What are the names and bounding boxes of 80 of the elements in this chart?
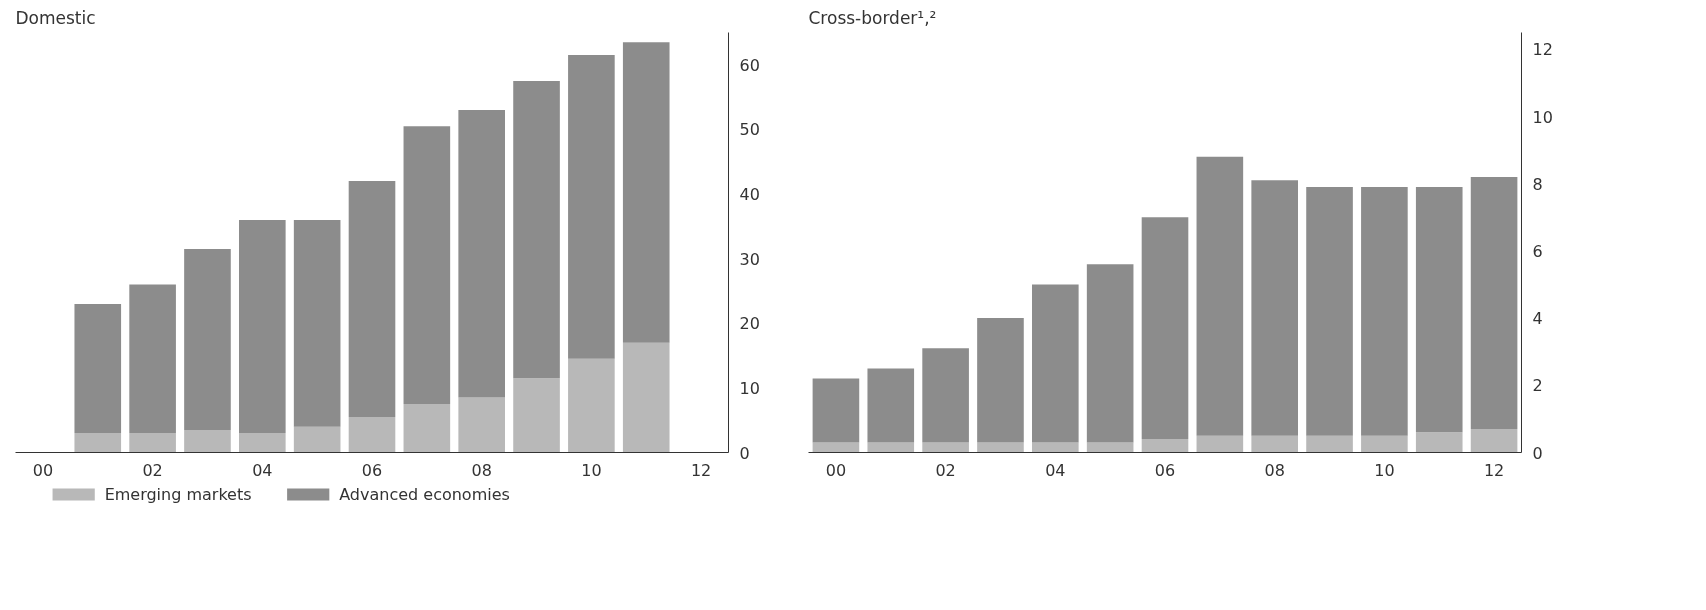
bar <box>129 284 176 434</box>
bar <box>74 303 122 434</box>
bar <box>812 442 860 453</box>
y-tick-label: 10 <box>1532 107 1553 127</box>
bar <box>239 219 286 434</box>
y-tick-label: 8 <box>1532 174 1543 194</box>
x-tick-label: 00 <box>825 460 847 480</box>
y-tick-label: 10 <box>739 378 760 398</box>
y-tick-label: 0 <box>1532 443 1543 463</box>
x-tick-label: 02 <box>142 460 163 480</box>
bar <box>184 248 231 430</box>
bar <box>977 442 1024 453</box>
y-tick-label: 2 <box>1532 376 1543 396</box>
bar <box>458 397 505 453</box>
bar <box>129 433 176 453</box>
x-tick-label: 04 <box>1045 460 1066 480</box>
x-tick-label: 12 <box>690 460 712 480</box>
bar <box>1086 264 1134 443</box>
bar <box>1032 284 1079 443</box>
bar <box>348 416 396 453</box>
x-tick-label: 04 <box>252 460 273 480</box>
bar <box>867 368 915 443</box>
bar <box>513 378 560 453</box>
bar <box>403 126 451 405</box>
bar <box>239 433 286 453</box>
x-tick-label: 10 <box>1374 460 1395 480</box>
bar <box>922 348 969 443</box>
x-tick-label: 02 <box>935 460 956 480</box>
bar <box>1415 432 1463 453</box>
bar <box>1032 442 1079 453</box>
y-tick-label: 30 <box>739 249 760 269</box>
bar <box>622 342 670 453</box>
bar <box>184 429 231 453</box>
bar <box>1306 435 1353 453</box>
y-tick-label: 4 <box>1532 309 1543 329</box>
bar <box>922 442 969 453</box>
y-tick-label: 0 <box>739 443 750 463</box>
x-tick-label: 10 <box>581 460 602 480</box>
bar <box>568 358 615 453</box>
bar <box>513 80 560 379</box>
bar <box>293 426 341 453</box>
bar <box>1251 435 1298 453</box>
x-tick-label: 08 <box>471 460 492 480</box>
bar <box>867 442 915 453</box>
x-tick-label: 00 <box>32 460 54 480</box>
x-tick-label: 08 <box>1264 460 1285 480</box>
bar <box>348 181 396 417</box>
bar <box>1306 187 1353 436</box>
bar <box>1251 180 1298 436</box>
bar <box>812 378 860 443</box>
bar <box>1361 435 1408 453</box>
legend-label: Advanced economies <box>339 485 510 504</box>
bar <box>568 55 615 359</box>
bar <box>1196 435 1244 453</box>
x-tick-label: 12 <box>1483 460 1505 480</box>
bar <box>458 110 505 398</box>
bar <box>1086 442 1134 453</box>
x-tick-label: 06 <box>1154 460 1176 480</box>
y-tick-label: 40 <box>739 185 760 205</box>
bar <box>293 219 341 427</box>
y-tick-label: 20 <box>739 314 760 334</box>
bar <box>977 318 1024 443</box>
bar <box>1196 156 1244 436</box>
y-tick-label: 6 <box>1532 241 1543 261</box>
bar <box>403 404 451 453</box>
y-tick-label: 12 <box>1532 40 1553 60</box>
bar <box>1141 217 1189 440</box>
bar <box>1470 176 1518 429</box>
chart-title: Domestic <box>15 7 96 28</box>
bar <box>1141 439 1189 453</box>
y-tick-label: 60 <box>739 55 760 75</box>
chart-title: Cross-border¹,² <box>808 7 937 28</box>
bar <box>1470 428 1518 453</box>
bar <box>74 433 122 453</box>
legend-label: Emerging markets <box>104 485 252 504</box>
bar <box>622 42 670 343</box>
bar <box>1361 187 1408 436</box>
y-tick-label: 50 <box>739 120 760 140</box>
bar <box>1415 187 1463 433</box>
x-tick-label: 06 <box>361 460 383 480</box>
